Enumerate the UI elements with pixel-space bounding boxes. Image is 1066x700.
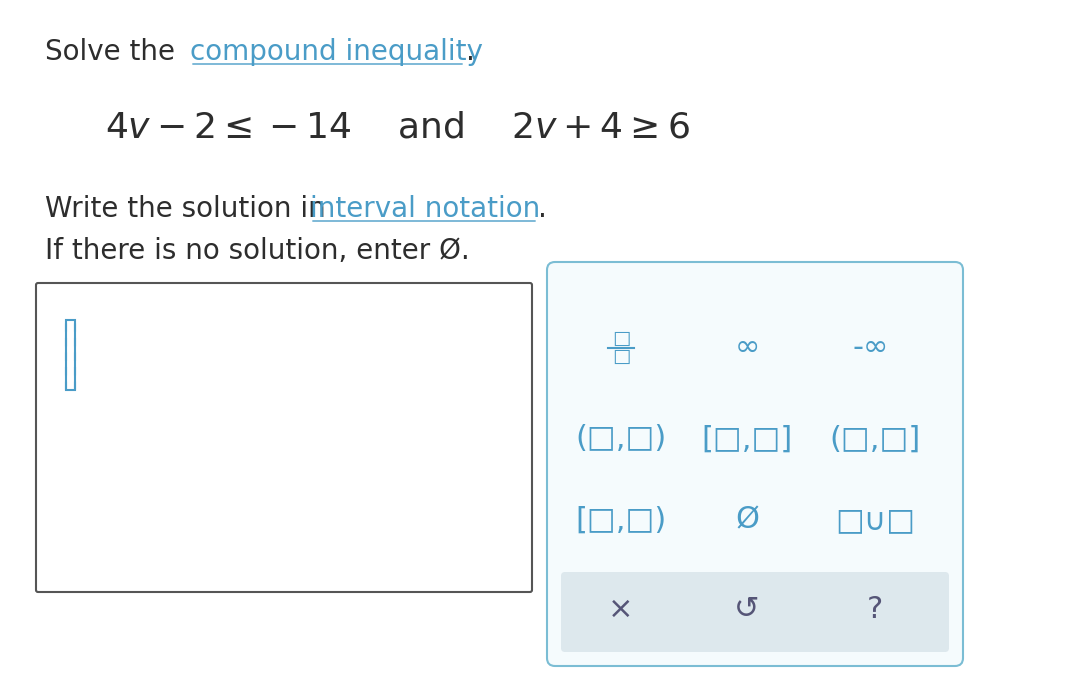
Text: ∞: ∞: [734, 333, 760, 362]
Text: .: .: [466, 38, 474, 66]
Text: ?: ?: [867, 595, 883, 624]
Text: $4v-2\leq-14$    and    $2v+4\geq6$: $4v-2\leq-14$ and $2v+4\geq6$: [104, 110, 690, 144]
Text: -∞: -∞: [853, 333, 889, 362]
FancyBboxPatch shape: [36, 283, 532, 592]
Text: □: □: [612, 329, 630, 348]
Text: ↺: ↺: [734, 595, 760, 624]
Text: compound inequality: compound inequality: [190, 38, 483, 66]
Text: [□,□]: [□,□]: [701, 424, 793, 454]
FancyBboxPatch shape: [547, 262, 963, 666]
Text: Ø: Ø: [734, 506, 759, 535]
Text: .: .: [538, 195, 547, 223]
Text: interval notation: interval notation: [310, 195, 540, 223]
Text: □∪□: □∪□: [835, 506, 915, 535]
Text: [□,□): [□,□): [576, 506, 666, 535]
Text: Write the solution in: Write the solution in: [45, 195, 335, 223]
Text: ×: ×: [609, 595, 634, 624]
FancyBboxPatch shape: [561, 572, 949, 652]
Text: Solve the: Solve the: [45, 38, 183, 66]
Text: (□,□): (□,□): [576, 424, 666, 454]
Text: If there is no solution, enter Ø.: If there is no solution, enter Ø.: [45, 237, 470, 265]
Text: □: □: [612, 347, 630, 366]
Text: (□,□]: (□,□]: [829, 424, 921, 454]
FancyBboxPatch shape: [66, 320, 75, 390]
